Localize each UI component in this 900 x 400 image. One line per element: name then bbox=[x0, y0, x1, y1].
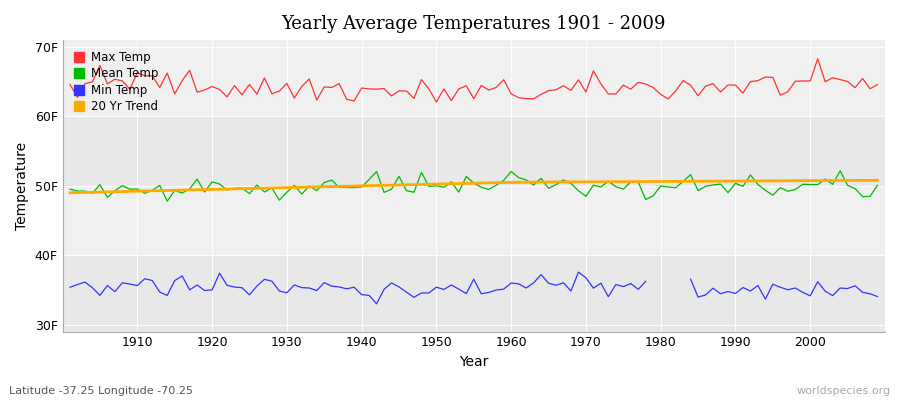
Min Temp bbox=[356, 292, 367, 297]
Text: Latitude -37.25 Longitude -70.25: Latitude -37.25 Longitude -70.25 bbox=[9, 386, 193, 396]
Min Temp bbox=[573, 270, 584, 274]
Min Temp bbox=[311, 288, 322, 293]
Y-axis label: Temperature: Temperature bbox=[15, 142, 29, 230]
Mean Temp bbox=[124, 187, 135, 192]
Max Temp bbox=[872, 82, 883, 87]
Mean Temp bbox=[513, 175, 524, 180]
Max Temp bbox=[65, 82, 76, 87]
Min Temp bbox=[162, 293, 173, 298]
Mean Temp bbox=[162, 199, 173, 204]
Mean Temp bbox=[296, 192, 307, 196]
Mean Temp bbox=[506, 169, 517, 174]
20 Yr Trend bbox=[596, 179, 607, 184]
X-axis label: Year: Year bbox=[459, 355, 489, 369]
Max Temp bbox=[124, 87, 135, 92]
Mean Temp bbox=[65, 187, 76, 192]
Max Temp bbox=[603, 92, 614, 96]
Mean Temp bbox=[872, 183, 883, 188]
20 Yr Trend bbox=[334, 184, 345, 189]
Min Temp bbox=[65, 285, 76, 290]
Bar bbox=[62, 186, 885, 255]
Min Temp bbox=[251, 284, 262, 288]
Bar bbox=[62, 116, 885, 186]
Line: Mean Temp: Mean Temp bbox=[70, 171, 878, 201]
Max Temp bbox=[813, 56, 824, 61]
Legend: Max Temp, Mean Temp, Min Temp, 20 Yr Trend: Max Temp, Mean Temp, Min Temp, 20 Yr Tre… bbox=[68, 46, 163, 118]
Title: Yearly Average Temperatures 1901 - 2009: Yearly Average Temperatures 1901 - 2009 bbox=[282, 15, 666, 33]
20 Yr Trend bbox=[872, 178, 883, 183]
Max Temp bbox=[334, 81, 345, 86]
Min Temp bbox=[371, 302, 382, 306]
Line: 20 Yr Trend: 20 Yr Trend bbox=[70, 180, 878, 193]
20 Yr Trend bbox=[289, 185, 300, 190]
Min Temp bbox=[483, 290, 494, 295]
Line: Min Temp: Min Temp bbox=[70, 272, 645, 304]
Bar bbox=[62, 255, 885, 332]
Max Temp bbox=[431, 100, 442, 104]
20 Yr Trend bbox=[506, 180, 517, 185]
Min Temp bbox=[102, 283, 112, 288]
Max Temp bbox=[289, 96, 300, 100]
Max Temp bbox=[506, 91, 517, 96]
Mean Temp bbox=[834, 168, 845, 173]
Min Temp bbox=[640, 279, 651, 284]
20 Yr Trend bbox=[124, 189, 135, 194]
Mean Temp bbox=[603, 179, 614, 184]
Mean Temp bbox=[341, 185, 352, 190]
Text: worldspecies.org: worldspecies.org bbox=[796, 386, 891, 396]
Bar bbox=[62, 40, 885, 116]
Max Temp bbox=[513, 95, 524, 100]
Line: Max Temp: Max Temp bbox=[70, 59, 878, 102]
20 Yr Trend bbox=[499, 180, 509, 185]
20 Yr Trend bbox=[65, 190, 76, 195]
